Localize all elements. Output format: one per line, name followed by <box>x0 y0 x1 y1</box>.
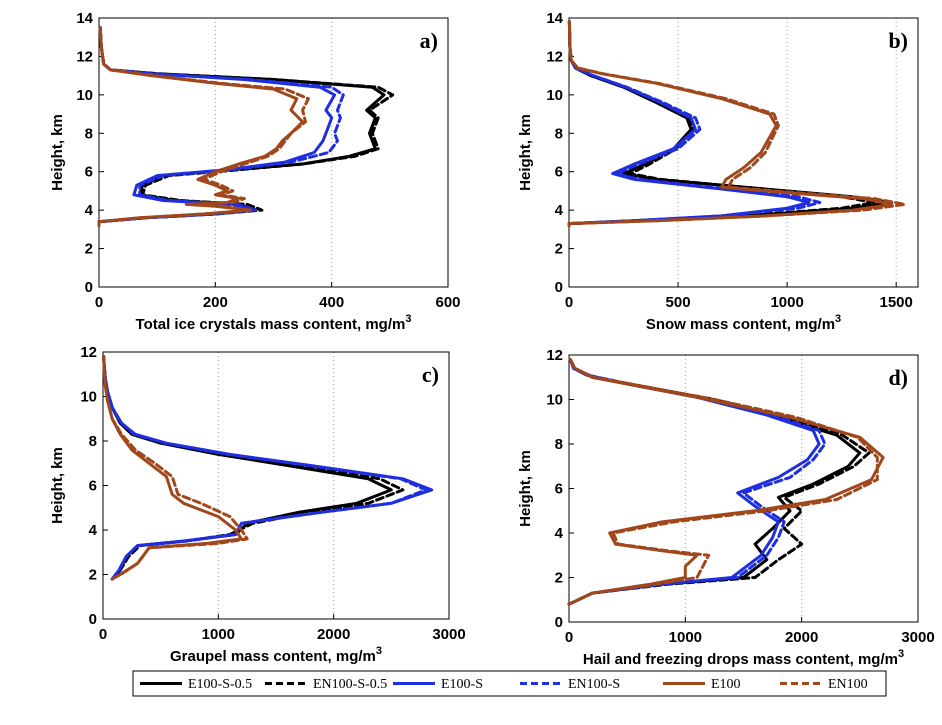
series-line-en100-s <box>102 354 428 581</box>
y-tick-label: 8 <box>555 436 563 453</box>
x-tick-label: 3000 <box>901 629 934 646</box>
legend-label: E100-S <box>441 677 483 692</box>
legend-box <box>132 670 887 697</box>
y-tick-label: 2 <box>89 567 97 584</box>
y-tick-label: 14 <box>546 10 563 27</box>
y-tick-label: 10 <box>546 87 563 104</box>
y-tick-label: 10 <box>80 389 97 406</box>
y-tick-label: 10 <box>76 87 93 104</box>
x-tick-label: 1000 <box>202 626 235 643</box>
y-tick-label: 12 <box>546 347 563 364</box>
y-tick-label: 0 <box>555 279 563 296</box>
y-tick-label: 4 <box>89 522 98 539</box>
plot-frame <box>568 354 919 623</box>
y-tick-label: 6 <box>555 481 563 498</box>
x-tick-label: 0 <box>95 294 103 311</box>
y-tick-label: 2 <box>85 241 93 258</box>
y-tick-label: 10 <box>546 392 563 409</box>
y-tick-label: 12 <box>76 48 93 65</box>
series-line-e100 <box>567 357 885 606</box>
series-line-en100 <box>567 357 879 606</box>
x-tick-label: 200 <box>203 294 228 311</box>
y-tick-label: 4 <box>555 525 564 542</box>
panel-d: 0 2 4 6 8 10 12 0 1000 2000 3000 Hail and freezing … <box>517 347 935 668</box>
y-tick-label: 8 <box>555 125 563 142</box>
y-tick-label: 0 <box>555 614 563 631</box>
x-tick-label: 0 <box>565 294 573 311</box>
x-tick-label: 0 <box>565 629 573 646</box>
x-axis-label: Graupel mass content, mg/m3 <box>170 645 382 665</box>
plot-frame <box>98 17 449 288</box>
y-tick-label: 0 <box>89 611 97 628</box>
series-line-en100 <box>97 26 310 227</box>
series-line-e100 <box>97 26 305 227</box>
series-line-en100-s-0.5 <box>97 26 395 227</box>
y-axis-label: Height, km <box>49 114 66 191</box>
x-axis-label: Total ice crystals mass content, mg/m3 <box>136 313 412 333</box>
legend-label: E100 <box>711 677 741 692</box>
y-tick-label: 2 <box>555 241 563 258</box>
y-tick-label: 14 <box>76 10 93 27</box>
x-tick-label: 400 <box>319 294 344 311</box>
x-tick-label: 600 <box>435 294 460 311</box>
y-tick-label: 6 <box>555 164 563 181</box>
legend-label: EN100 <box>828 677 868 692</box>
x-axis-label: Snow mass content, mg/m3 <box>646 313 841 333</box>
y-tick-label: 12 <box>546 48 563 65</box>
panel-label: d) <box>888 365 908 390</box>
plot-frame <box>568 17 919 288</box>
legend-label: EN100-S-0.5 <box>313 677 387 692</box>
y-axis-label: Height, km <box>49 447 66 524</box>
y-tick-label: 6 <box>89 478 97 495</box>
y-tick-label: 6 <box>85 164 93 181</box>
series-line-en100-s-0.5 <box>567 357 871 606</box>
panel-a: 0 2 4 6 8 10 12 14 0 200 400 600 Total ice crystals … <box>49 10 461 333</box>
panel-c: 0 2 4 6 8 10 12 0 1000 2000 3000 Graupel mass conte… <box>49 344 466 665</box>
panel-b: 0 2 4 6 8 10 12 14 0 500 1000 1500 Snow mass content… <box>517 10 919 333</box>
x-tick-label: 0 <box>99 626 107 643</box>
x-axis-label: Hail and freezing drops mass content, mg… <box>583 648 904 668</box>
x-tick-label: 1000 <box>669 629 702 646</box>
series-line-en100 <box>102 354 249 581</box>
x-tick-label: 2000 <box>785 629 818 646</box>
y-axis-label: Height, km <box>517 114 534 191</box>
y-tick-label: 4 <box>85 202 94 219</box>
y-tick-label: 0 <box>85 279 93 296</box>
x-tick-label: 2000 <box>317 626 350 643</box>
x-tick-label: 1500 <box>880 294 913 311</box>
x-tick-label: 3000 <box>432 626 465 643</box>
panel-label: a) <box>420 28 438 53</box>
x-tick-label: 500 <box>666 294 691 311</box>
x-tick-label: 1000 <box>770 294 803 311</box>
y-axis-label: Height, km <box>517 450 534 527</box>
y-tick-label: 4 <box>555 202 564 219</box>
panel-label: b) <box>888 28 908 53</box>
legend-label: EN100-S <box>568 677 620 692</box>
y-tick-label: 12 <box>80 344 97 361</box>
legend: E100-S-0.5 EN100-S-0.5 E100-S EN100-S E100 EN… <box>132 670 887 697</box>
panel-label: c) <box>422 362 439 387</box>
y-tick-label: 8 <box>85 125 93 142</box>
y-tick-label: 8 <box>89 433 97 450</box>
y-tick-label: 2 <box>555 570 563 587</box>
series-line-en100-s <box>567 20 822 227</box>
series-line-en100 <box>567 20 907 227</box>
legend-label: E100-S-0.5 <box>188 677 252 692</box>
series-line-e100-s-0.5 <box>567 357 862 606</box>
